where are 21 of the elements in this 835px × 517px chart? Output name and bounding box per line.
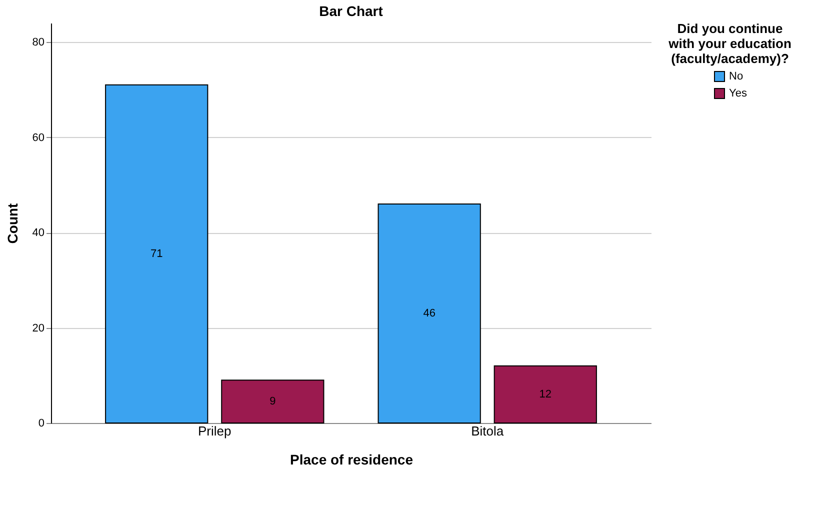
y-tick-label: 60 (32, 132, 44, 144)
y-tick-label: 80 (32, 36, 44, 49)
bar (378, 203, 481, 424)
x-axis-title: Place of residence (290, 452, 414, 468)
y-tick-label: 40 (32, 227, 44, 240)
x-tick-label: Bitola (471, 424, 504, 438)
y-tick-label: 0 (38, 418, 44, 430)
chart-title: Bar Chart (319, 3, 384, 19)
data-label: 71 (150, 248, 163, 260)
bar (105, 84, 208, 424)
bar (494, 365, 597, 424)
x-tick-label: Prilep (198, 424, 232, 438)
bar (221, 380, 324, 424)
data-label: 9 (270, 396, 276, 408)
legend-title: Did you continue with your education (faculty/academy)? (668, 21, 792, 66)
y-tick-label: 20 (32, 322, 44, 334)
data-label: 12 (539, 388, 552, 400)
y-axis-title: Count (4, 202, 20, 244)
legend-label: No (729, 70, 744, 82)
legend-label: Yes (729, 88, 748, 100)
data-label: 46 (423, 307, 436, 320)
